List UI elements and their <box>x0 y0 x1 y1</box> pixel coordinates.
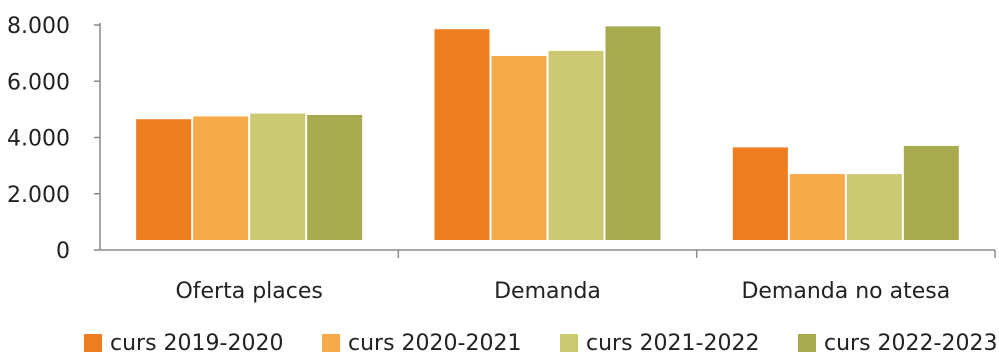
bar <box>903 145 959 240</box>
legend-label: curs 2020-2021 <box>348 330 522 356</box>
bar <box>732 147 788 240</box>
bar <box>846 174 902 240</box>
bar <box>250 113 306 240</box>
bar-chart-plot: 0 2.000 4.000 6.000 8.000 Oferta places Demand… <box>7 14 996 304</box>
legend-swatch <box>84 334 102 352</box>
x-category-label: Demanda <box>494 279 601 304</box>
legend-swatch <box>322 334 340 352</box>
legend-label: curs 2019-2020 <box>110 330 284 356</box>
bar <box>491 55 547 240</box>
legend-item: curs 2022-2023 <box>798 326 997 360</box>
legend-swatch <box>798 334 816 352</box>
legend-item: curs 2019-2020 <box>84 326 283 360</box>
bar <box>548 50 604 240</box>
y-tick-label: 8.000 <box>7 14 70 39</box>
legend-label: curs 2021-2022 <box>586 330 760 356</box>
legend-swatch <box>560 334 578 352</box>
bar <box>307 115 363 240</box>
bar <box>193 116 249 240</box>
y-tick-label: 4.000 <box>7 127 70 152</box>
y-tick-label: 6.000 <box>7 70 70 95</box>
legend-item: curs 2020-2021 <box>322 326 521 360</box>
x-category-label: Demanda no atesa <box>741 279 950 304</box>
y-tick-label: 2.000 <box>7 183 70 208</box>
y-tick-label: 0 <box>56 239 70 264</box>
legend-label: curs 2022-2023 <box>824 330 998 356</box>
bar <box>605 26 661 240</box>
legend: curs 2019-2020 curs 2020-2021 curs 2021-20… <box>0 326 999 360</box>
legend-item: curs 2021-2022 <box>560 326 759 360</box>
bar <box>136 119 192 240</box>
x-category-label: Oferta places <box>175 279 322 304</box>
bar <box>434 29 490 240</box>
bar <box>789 174 845 240</box>
